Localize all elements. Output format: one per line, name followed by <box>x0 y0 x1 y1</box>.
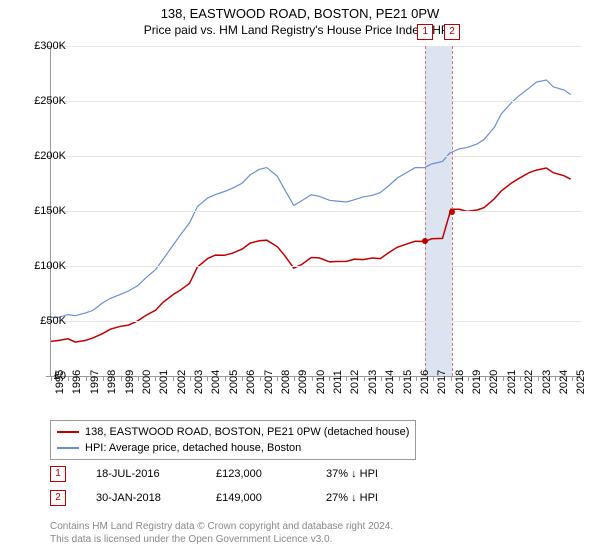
footer-attribution: Contains HM Land Registry data © Crown c… <box>50 520 393 546</box>
x-axis-label: 2022 <box>523 370 535 394</box>
x-axis-label: 2024 <box>558 370 570 394</box>
x-axis-label: 2023 <box>541 370 553 394</box>
series-hpi <box>51 80 571 317</box>
x-axis-label: 2012 <box>349 370 361 394</box>
x-axis-label: 2013 <box>367 370 379 394</box>
legend-item-property: 138, EASTWOOD ROAD, BOSTON, PE21 0PW (de… <box>57 424 409 440</box>
x-axis-label: 2006 <box>245 370 257 394</box>
chart-title: 138, EASTWOOD ROAD, BOSTON, PE21 0PW <box>0 0 600 21</box>
x-axis-label: 2017 <box>436 370 448 394</box>
x-axis-label: 2002 <box>176 370 188 394</box>
y-axis-label: £200K <box>34 150 66 162</box>
x-axis-label: 1996 <box>71 370 83 394</box>
x-axis-label: 2004 <box>210 370 222 394</box>
y-axis-label: £150K <box>34 205 66 217</box>
sale-point <box>449 209 455 215</box>
x-axis-label: 1995 <box>54 370 66 394</box>
x-axis-label: 2009 <box>297 370 309 394</box>
legend-swatch <box>57 447 79 449</box>
sale-point <box>422 238 428 244</box>
chart-subtitle: Price paid vs. HM Land Registry's House … <box>0 21 600 41</box>
x-axis-label: 2008 <box>280 370 292 394</box>
x-axis-label: 2001 <box>158 370 170 394</box>
x-axis-label: 2010 <box>315 370 327 394</box>
x-axis-label: 2005 <box>228 370 240 394</box>
x-axis-label: 2015 <box>402 370 414 394</box>
plot-area: 12 <box>50 46 581 377</box>
legend-label: 138, EASTWOOD ROAD, BOSTON, PE21 0PW (de… <box>85 424 409 440</box>
x-axis-label: 2019 <box>471 370 483 394</box>
x-axis-label: 2018 <box>454 370 466 394</box>
series-property <box>51 168 571 342</box>
legend-swatch <box>57 431 79 433</box>
marker-label: 2 <box>444 24 460 40</box>
sale-date: 18-JUL-2016 <box>96 468 186 480</box>
marker-line <box>425 46 426 376</box>
x-axis-label: 2003 <box>193 370 205 394</box>
y-axis-label: £100K <box>34 260 66 272</box>
legend: 138, EASTWOOD ROAD, BOSTON, PE21 0PW (de… <box>50 420 416 460</box>
sale-marker-icon: 2 <box>50 490 66 506</box>
marker-label: 1 <box>417 24 433 40</box>
x-axis-label: 1998 <box>106 370 118 394</box>
sale-row-2: 2 30-JAN-2018 £149,000 27% ↓ HPI <box>50 490 378 506</box>
legend-item-hpi: HPI: Average price, detached house, Bost… <box>57 440 409 456</box>
y-axis-label: £300K <box>34 40 66 52</box>
x-axis-label: 2021 <box>506 370 518 394</box>
sale-row-1: 1 18-JUL-2016 £123,000 37% ↓ HPI <box>50 466 378 482</box>
x-axis-label: 2011 <box>332 370 344 394</box>
x-axis-label: 2000 <box>141 370 153 394</box>
legend-label: HPI: Average price, detached house, Bost… <box>85 440 301 456</box>
x-axis-label: 2014 <box>384 370 396 394</box>
x-axis-label: 1997 <box>89 370 101 394</box>
x-axis-label: 2020 <box>488 370 500 394</box>
footer-line: Contains HM Land Registry data © Crown c… <box>50 520 393 533</box>
x-axis-label: 1999 <box>124 370 136 394</box>
sale-delta: 27% ↓ HPI <box>326 492 378 504</box>
x-axis-label: 2016 <box>419 370 431 394</box>
y-axis-label: £50K <box>40 315 66 327</box>
chart-container: 138, EASTWOOD ROAD, BOSTON, PE21 0PW Pri… <box>0 0 600 560</box>
x-axis-label: 2007 <box>263 370 275 394</box>
sale-marker-icon: 1 <box>50 466 66 482</box>
sale-date: 30-JAN-2018 <box>96 492 186 504</box>
footer-line: This data is licensed under the Open Gov… <box>50 533 393 546</box>
sale-delta: 37% ↓ HPI <box>326 468 378 480</box>
x-axis-label: 2025 <box>575 370 587 394</box>
sale-price: £149,000 <box>216 492 296 504</box>
sale-price: £123,000 <box>216 468 296 480</box>
y-axis-label: £250K <box>34 95 66 107</box>
